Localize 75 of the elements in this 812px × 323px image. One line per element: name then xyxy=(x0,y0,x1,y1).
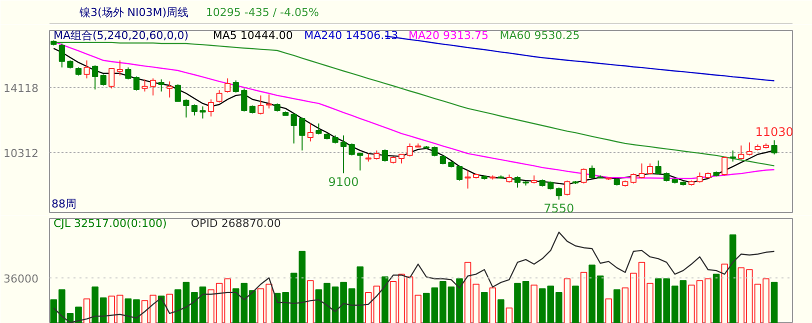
candlestick xyxy=(382,148,388,162)
candlestick xyxy=(241,88,248,112)
candlestick xyxy=(150,78,156,96)
candlestick xyxy=(514,176,521,188)
text: 36000 xyxy=(4,272,39,286)
candlestick xyxy=(108,68,115,89)
candlestick xyxy=(232,80,239,94)
candlestick xyxy=(307,122,314,142)
candlestick xyxy=(158,78,164,92)
candlestick xyxy=(456,165,463,182)
candlestick xyxy=(266,94,272,109)
candlestick xyxy=(58,42,65,68)
bar xyxy=(480,292,488,323)
bar xyxy=(382,276,388,323)
candlestick xyxy=(357,152,364,171)
bar xyxy=(729,234,736,323)
candlestick xyxy=(166,80,173,98)
candlestick xyxy=(730,150,736,162)
candlestick xyxy=(316,122,322,135)
annotation: 88周 xyxy=(52,198,76,210)
candlestick xyxy=(208,98,214,117)
candlestick xyxy=(646,162,654,176)
candlestick xyxy=(340,134,347,174)
candlestick xyxy=(630,173,637,184)
candlestick xyxy=(398,154,405,164)
candlestick xyxy=(216,90,222,103)
candlestick xyxy=(258,94,264,115)
candlestick xyxy=(174,84,181,102)
candlestick xyxy=(290,112,297,144)
candlestick xyxy=(464,170,471,190)
candlestick xyxy=(200,106,206,120)
chart-subtitle: 10295 -435 / -4.05% xyxy=(206,6,319,19)
candlestick xyxy=(183,98,190,118)
candlestick xyxy=(116,60,123,76)
candlestick xyxy=(224,78,231,94)
bar xyxy=(572,286,579,323)
candlestick xyxy=(84,60,90,79)
candlestick xyxy=(638,162,645,179)
bar xyxy=(614,289,620,323)
candlestick xyxy=(564,180,570,196)
text: CJL 32517.00(0:100) xyxy=(54,217,167,230)
candlestick xyxy=(580,168,587,184)
candlestick xyxy=(556,187,562,200)
annotation: 9100 xyxy=(328,175,359,190)
candlestick xyxy=(746,142,752,156)
annotation: 7550 xyxy=(544,202,574,216)
candlestick xyxy=(432,146,438,157)
candlestick xyxy=(125,66,132,80)
series-label: MA240 14506.13 xyxy=(304,29,398,42)
y-tick-label: 10312 xyxy=(4,146,39,160)
bar xyxy=(498,299,504,323)
candlestick xyxy=(738,145,744,160)
candlestick xyxy=(722,156,728,176)
text: MA20 9313.75 xyxy=(408,29,488,42)
text: MA60 9530.25 xyxy=(500,29,580,42)
candlestick xyxy=(133,76,140,91)
candlestick xyxy=(588,165,596,179)
candlestick xyxy=(92,64,98,90)
candlestick xyxy=(100,74,106,86)
candlestick xyxy=(655,160,662,176)
candlestick xyxy=(771,140,778,155)
chart-title: 镍3(场外 NI03M)周线 xyxy=(78,6,189,19)
bar xyxy=(770,282,778,323)
candlestick xyxy=(191,104,198,116)
candlestick xyxy=(406,142,413,157)
bar xyxy=(712,274,720,323)
y-tick-label: 14118 xyxy=(4,82,39,95)
candlestick xyxy=(299,116,306,151)
candlestick xyxy=(374,150,380,160)
candlestick xyxy=(348,142,355,156)
candlestick xyxy=(142,78,148,92)
text: MA5 10444.00 xyxy=(212,29,293,42)
annotation: 11030 xyxy=(755,125,794,140)
candlestick xyxy=(696,172,703,184)
text: OPID 268870.00 xyxy=(190,217,281,230)
